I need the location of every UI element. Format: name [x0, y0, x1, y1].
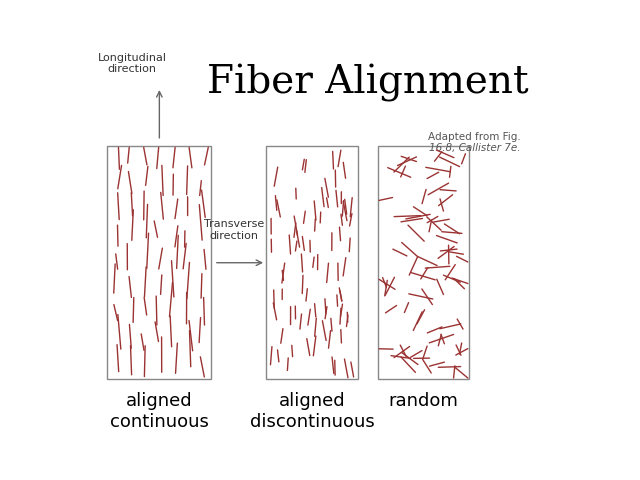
Text: 16.8, Callister 7e.: 16.8, Callister 7e.	[429, 143, 520, 153]
Text: Adapted from Fig.: Adapted from Fig.	[428, 132, 521, 142]
Bar	[108, 146, 211, 379]
Text: Fiber Alignment: Fiber Alignment	[207, 64, 529, 102]
Text: Transverse
direction: Transverse direction	[204, 219, 264, 240]
Text: aligned
discontinuous: aligned discontinuous	[250, 392, 374, 431]
Bar	[378, 146, 469, 379]
Text: Longitudinal
direction: Longitudinal direction	[97, 53, 166, 74]
Bar	[266, 146, 358, 379]
Text: aligned
continuous: aligned continuous	[110, 392, 209, 431]
Text: random: random	[388, 392, 459, 410]
